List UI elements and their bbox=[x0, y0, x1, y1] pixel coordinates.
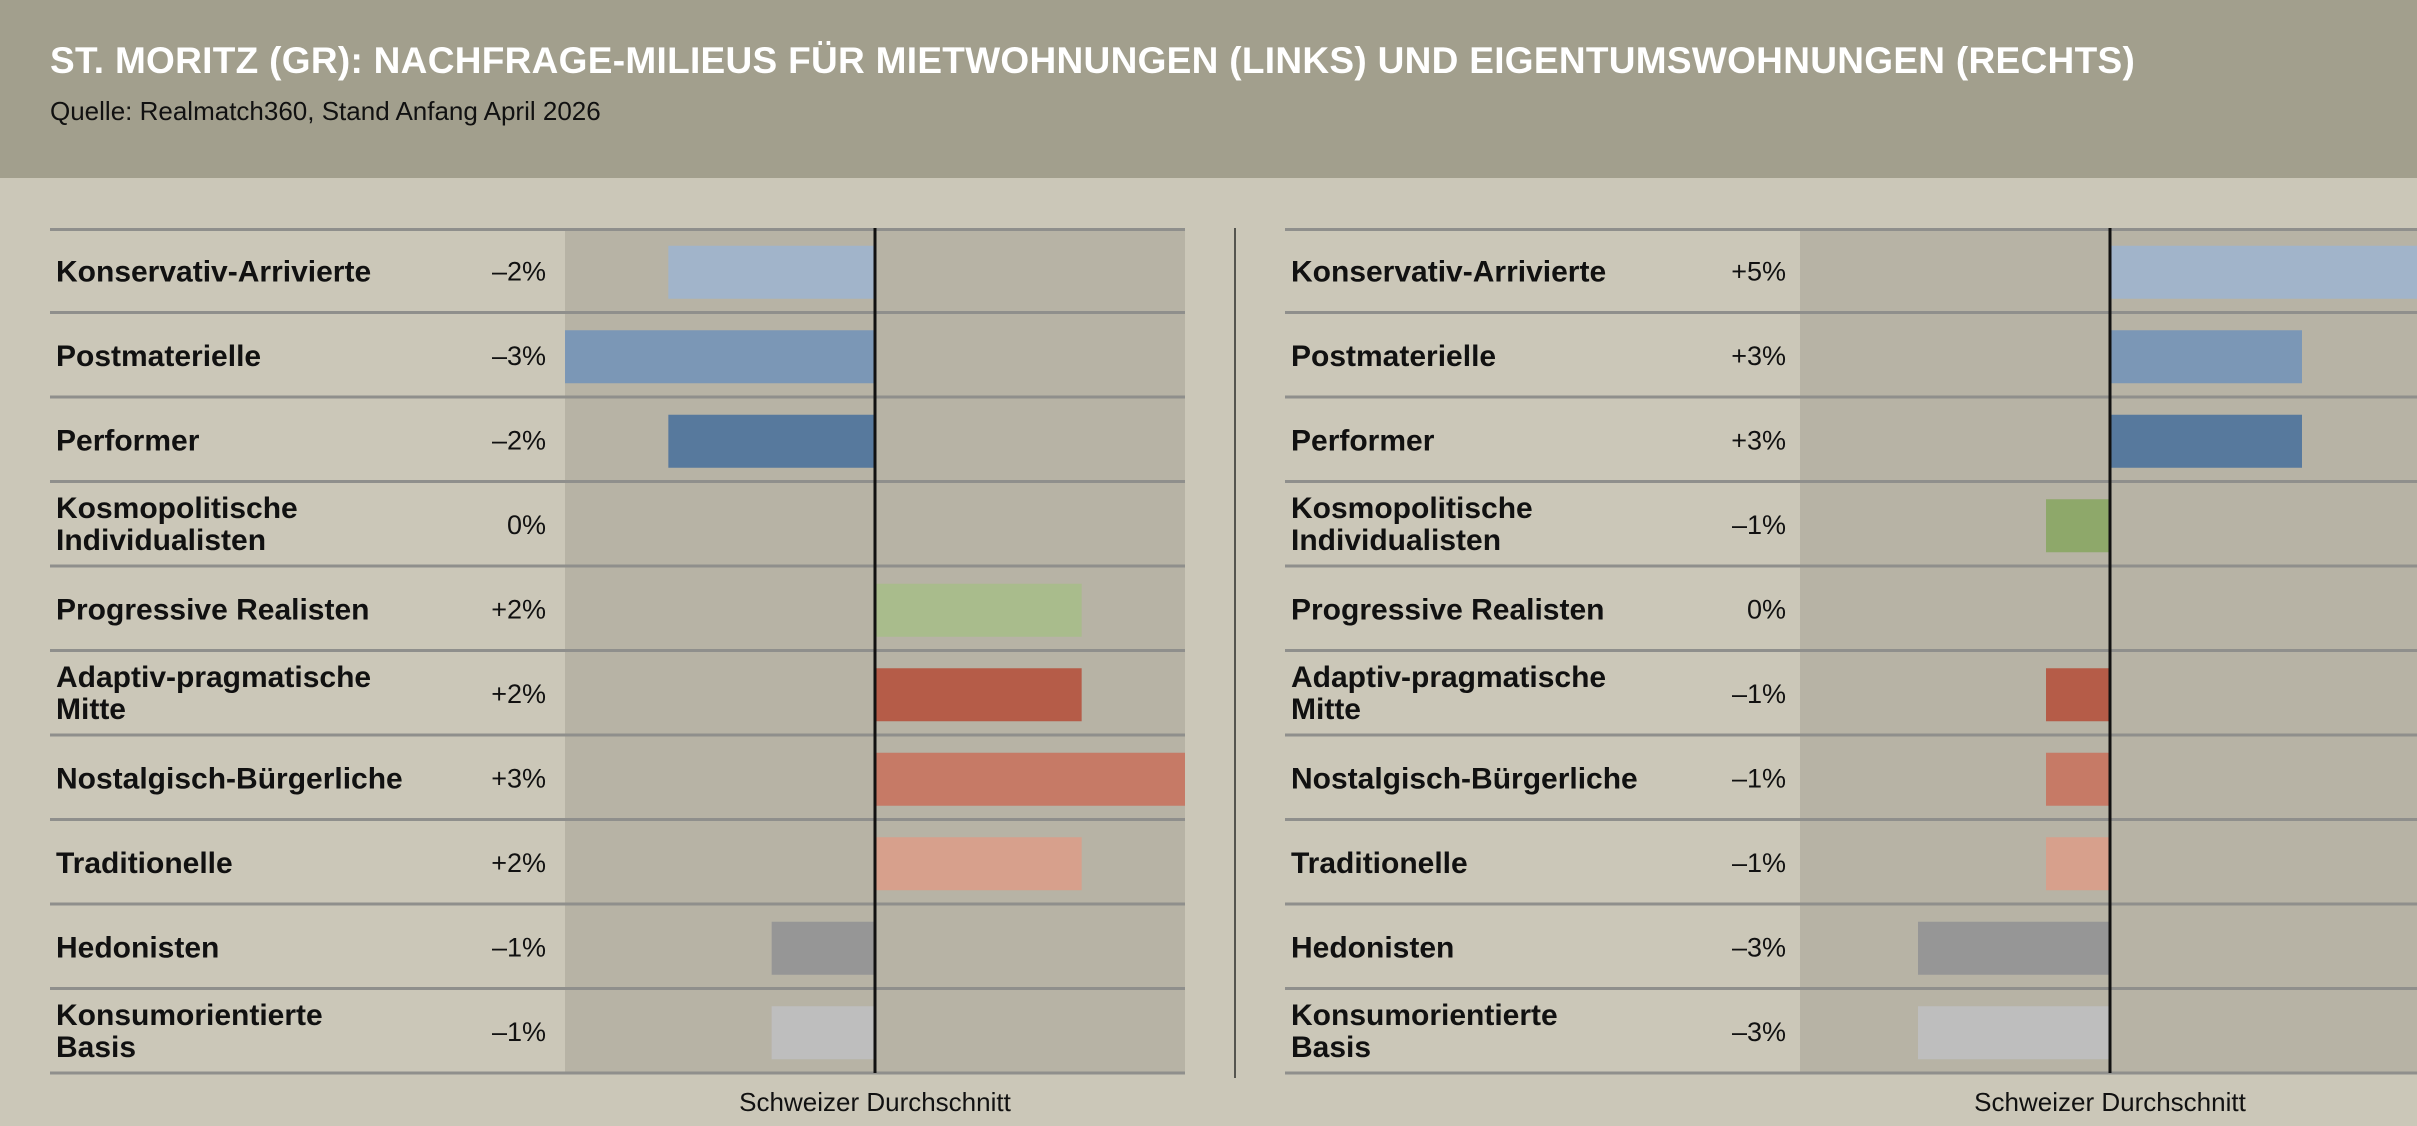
bar-traditionelle bbox=[2046, 837, 2110, 891]
category-label: Nostalgisch-Bürgerliche bbox=[56, 762, 403, 795]
chart-header: ST. MORITZ (GR): NACHFRAGE-MILIEUS FÜR M… bbox=[0, 0, 2417, 178]
ownership-apartments-chart-svg: Konservativ-Arrivierte +5% Postmaterielle +… bbox=[1285, 228, 2417, 1117]
category-label-line: Basis bbox=[1291, 1031, 1371, 1064]
value-label: +2% bbox=[491, 679, 546, 709]
category-label: Kosmopolitische Individualisten bbox=[1291, 492, 1533, 557]
category-label: Progressive Realisten bbox=[1291, 593, 1605, 626]
bar-adaptiv-pragmatische-mitte bbox=[2046, 668, 2110, 722]
value-label: 0% bbox=[1747, 594, 1786, 624]
value-label: –1% bbox=[1732, 679, 1786, 709]
chart-title: ST. MORITZ (GR): NACHFRAGE-MILIEUS FÜR M… bbox=[50, 40, 2136, 81]
category-label-line: Mitte bbox=[56, 693, 126, 726]
axis-caption: Schweizer Durchschnitt bbox=[1974, 1087, 2246, 1117]
bar-nostalgisch-bürgerliche bbox=[875, 752, 1185, 806]
category-label-line: Adaptiv-pragmatische bbox=[56, 661, 371, 694]
value-label: –2% bbox=[492, 425, 546, 455]
value-label: –1% bbox=[492, 932, 546, 962]
category-label: Hedonisten bbox=[1291, 931, 1454, 964]
category-label-line: Konsumorientierte bbox=[1291, 999, 1558, 1032]
bar-traditionelle bbox=[875, 837, 1082, 891]
value-label: +2% bbox=[491, 848, 546, 878]
category-label: Kosmopolitische Individualisten bbox=[56, 492, 298, 557]
bar-nostalgisch-bürgerliche bbox=[2046, 752, 2110, 806]
category-label: Adaptiv-pragmatische Mitte bbox=[56, 661, 371, 726]
category-label-line: Individualisten bbox=[56, 524, 266, 557]
value-label: +3% bbox=[1731, 341, 1786, 371]
category-label: Konsumorientierte Basis bbox=[1291, 999, 1558, 1064]
category-label-line: Kosmopolitische bbox=[56, 492, 298, 525]
bar-konsumorientierte-basis bbox=[1918, 1006, 2110, 1060]
value-label: –3% bbox=[1732, 932, 1786, 962]
ownership-apartments-chart: Konservativ-Arrivierte +5% Postmaterielle +… bbox=[1285, 228, 2417, 1126]
category-label-line: Basis bbox=[56, 1031, 136, 1064]
bar-hedonisten bbox=[771, 921, 875, 975]
category-label: Performer bbox=[1291, 424, 1435, 457]
category-label: Konservativ-Arrivierte bbox=[1291, 255, 1606, 288]
value-label: +5% bbox=[1731, 256, 1786, 286]
rental-apartments-chart-svg: Konservativ-Arrivierte –2% Postmaterielle –… bbox=[50, 228, 1185, 1117]
category-label: Postmaterielle bbox=[1291, 340, 1496, 373]
category-label: Traditionelle bbox=[56, 847, 233, 880]
category-label: Traditionelle bbox=[1291, 847, 1468, 880]
panel-divider bbox=[1234, 228, 1236, 1078]
category-label-line: Konsumorientierte bbox=[56, 999, 323, 1032]
category-label: Konservativ-Arrivierte bbox=[56, 255, 371, 288]
bar-konservativ-arrivierte bbox=[2110, 245, 2417, 299]
category-label: Konsumorientierte Basis bbox=[56, 999, 323, 1064]
category-label: Performer bbox=[56, 424, 200, 457]
value-label: –3% bbox=[492, 341, 546, 371]
value-label: –1% bbox=[492, 1017, 546, 1047]
bar-hedonisten bbox=[1918, 921, 2110, 975]
bar-postmaterielle bbox=[565, 330, 875, 384]
bar-konservativ-arrivierte bbox=[668, 245, 875, 299]
category-label: Nostalgisch-Bürgerliche bbox=[1291, 762, 1638, 795]
axis-caption: Schweizer Durchschnitt bbox=[739, 1087, 1011, 1117]
value-label: +2% bbox=[491, 594, 546, 624]
category-label-line: Kosmopolitische bbox=[1291, 492, 1533, 525]
chart-subtitle: Quelle: Realmatch360, Stand Anfang April… bbox=[50, 96, 601, 126]
value-label: –1% bbox=[1732, 510, 1786, 540]
value-label: 0% bbox=[507, 510, 546, 540]
category-label-line: Individualisten bbox=[1291, 524, 1501, 557]
bar-performer bbox=[668, 414, 875, 468]
category-label-line: Mitte bbox=[1291, 693, 1361, 726]
bar-postmaterielle bbox=[2110, 330, 2302, 384]
value-label: –1% bbox=[1732, 848, 1786, 878]
value-label: –3% bbox=[1732, 1017, 1786, 1047]
category-label: Postmaterielle bbox=[56, 340, 261, 373]
bar-kosmopolitische-individualisten bbox=[2046, 499, 2110, 553]
value-label: –1% bbox=[1732, 763, 1786, 793]
category-label: Adaptiv-pragmatische Mitte bbox=[1291, 661, 1606, 726]
value-label: –2% bbox=[492, 256, 546, 286]
bar-adaptiv-pragmatische-mitte bbox=[875, 668, 1082, 722]
category-label-line: Adaptiv-pragmatische bbox=[1291, 661, 1606, 694]
category-label: Progressive Realisten bbox=[56, 593, 370, 626]
bar-konsumorientierte-basis bbox=[771, 1006, 875, 1060]
category-label: Hedonisten bbox=[56, 931, 219, 964]
bar-performer bbox=[2110, 414, 2302, 468]
bar-progressive-realisten bbox=[875, 583, 1082, 637]
value-label: +3% bbox=[491, 763, 546, 793]
rental-apartments-chart: Konservativ-Arrivierte –2% Postmaterielle –… bbox=[50, 228, 1185, 1126]
value-label: +3% bbox=[1731, 425, 1786, 455]
